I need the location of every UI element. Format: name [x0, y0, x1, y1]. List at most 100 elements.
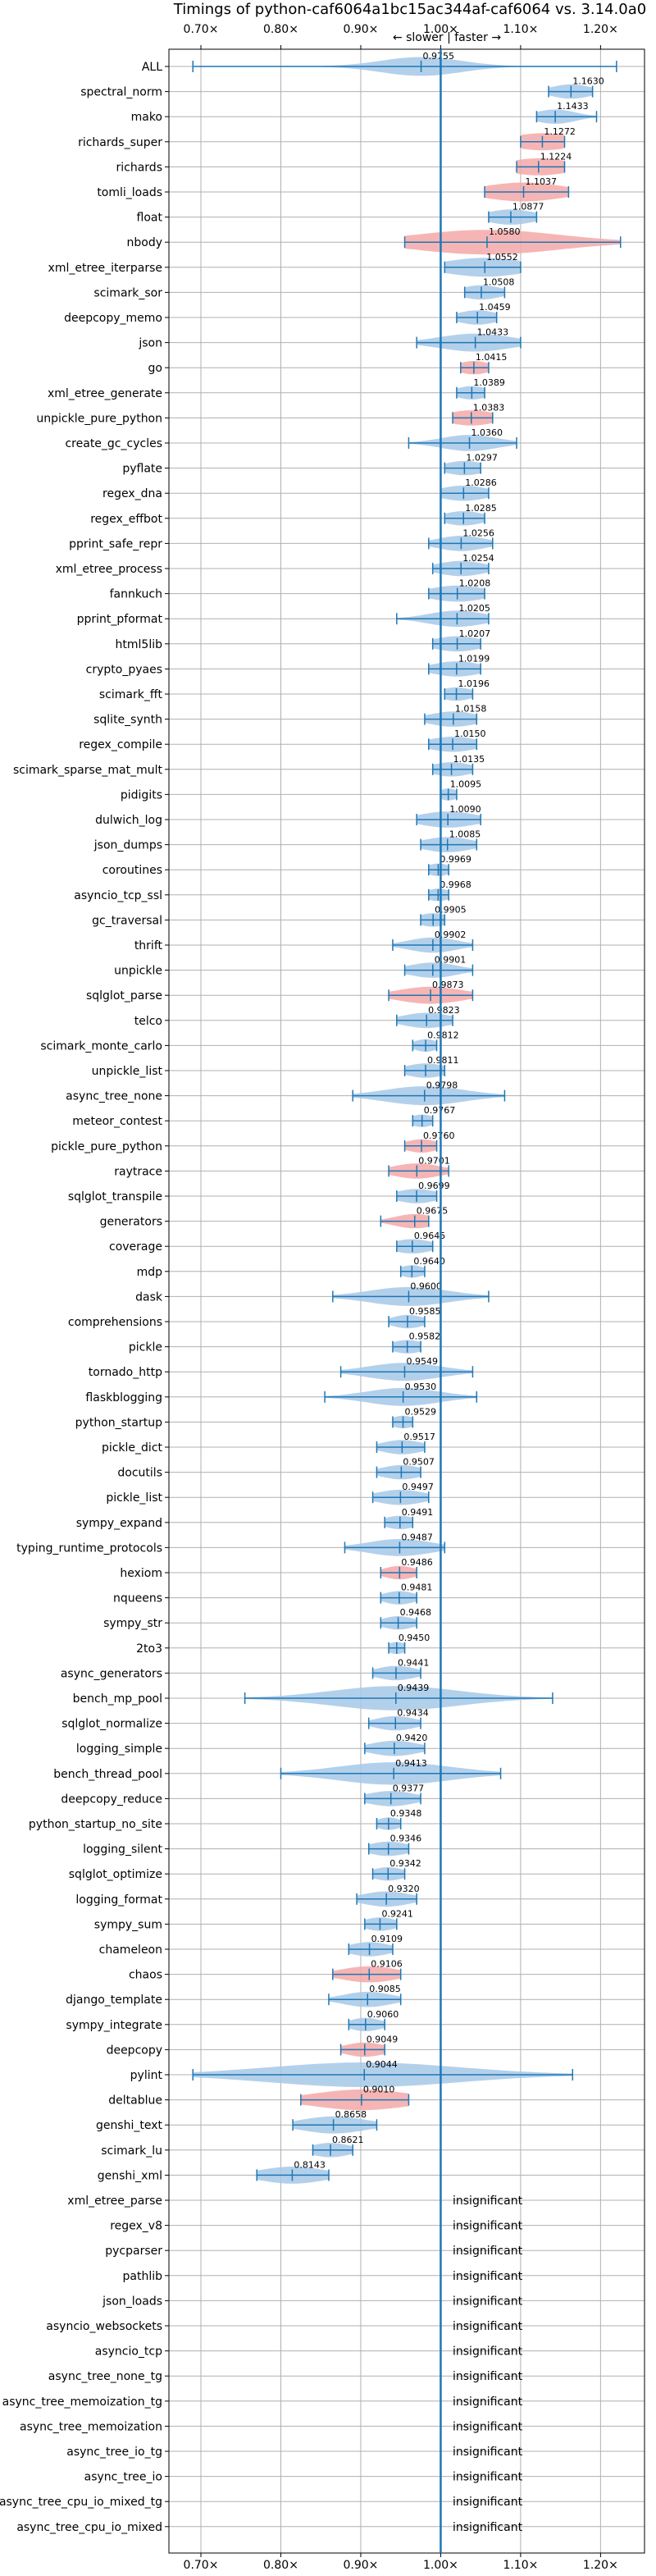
x-tick-label-bottom: 1.20× [583, 2559, 618, 2572]
category-label: bench_thread_pool [53, 1768, 162, 1781]
data-label-raytrace: 0.9701 [418, 1155, 450, 1166]
data-label-typing_runtime_protocols: 0.9487 [401, 1532, 433, 1542]
insignificant-label: insignificant [453, 2320, 523, 2333]
data-label-sympy_expand: 0.9491 [402, 1507, 434, 1518]
category-label: dask [135, 1290, 163, 1304]
data-label-logging_simple: 0.9420 [396, 1733, 428, 1743]
category-label: scimark_sor [93, 286, 162, 299]
data-label-deepcopy_reduce: 0.9377 [393, 1783, 425, 1793]
data-label-unpickle_pure_python: 1.0383 [473, 402, 505, 413]
category-label: dulwich_log [95, 814, 162, 827]
insignificant-label: insignificant [453, 2220, 523, 2233]
category-label: logging_silent [83, 1843, 162, 1857]
category-label: richards_super [78, 136, 162, 149]
data-label-telco: 0.9823 [428, 1005, 460, 1016]
data-label-json_dumps: 1.0085 [449, 829, 481, 840]
category-label: meteor_contest [72, 1115, 162, 1128]
category-label: scimark_fft [99, 688, 163, 701]
category-label: fannkuch [110, 588, 162, 601]
data-label-scimark_fft: 1.0196 [458, 678, 490, 689]
category-label: regex_v8 [110, 2220, 162, 2233]
category-label: xml_etree_parse [67, 2195, 162, 2208]
data-label-pickle_pure_python: 0.9760 [423, 1130, 455, 1141]
data-label-spectral_norm: 1.1630 [572, 76, 604, 87]
category-label: crypto_pyaes [86, 663, 162, 676]
category-label: sympy_expand [76, 1517, 162, 1530]
category-label: flaskblogging [85, 1391, 162, 1404]
category-label: asyncio_tcp_ssl [74, 889, 162, 902]
category-label: sqlite_synth [93, 714, 162, 727]
insignificant-label: insignificant [453, 2496, 523, 2509]
category-label: async_tree_io [84, 2471, 162, 2484]
data-label-xml_etree_generate: 1.0389 [473, 377, 505, 388]
data-label-flaskblogging: 0.9530 [405, 1382, 436, 1392]
category-label: deltablue [108, 2094, 162, 2108]
category-label: pylint [130, 2069, 163, 2082]
insignificant-label: insignificant [453, 2420, 523, 2433]
data-label-bench_mp_pool: 0.9439 [398, 1683, 430, 1693]
data-label-crypto_pyaes: 1.0199 [458, 653, 490, 664]
data-label-unpickle_list: 0.9811 [427, 1055, 459, 1066]
insignificant-label: insignificant [453, 2270, 523, 2283]
category-label: deepcopy_reduce [61, 1793, 162, 1806]
data-label-scimark_lu: 0.8621 [332, 2135, 364, 2145]
violin-layer [192, 57, 622, 2184]
data-label-sqlglot_normalize: 0.9434 [397, 1708, 429, 1719]
category-label: spectral_norm [80, 86, 162, 99]
category-label: 2to3 [136, 1642, 162, 1656]
category-label: chaos [129, 1969, 162, 1982]
data-label-mdp: 0.9640 [413, 1256, 445, 1267]
data-label-regex_dna: 1.0286 [465, 477, 497, 488]
category-label: coroutines [102, 864, 162, 877]
data-label-genshi_text: 0.8658 [335, 2109, 367, 2120]
category-label: richards [116, 161, 163, 174]
data-label-chameleon: 0.9109 [371, 1934, 403, 1944]
category-label: create_gc_cycles [65, 437, 162, 450]
data-label-scimark_sparse_mat_mult: 1.0135 [453, 754, 485, 765]
category-label: json_loads [102, 2295, 162, 2308]
category-label: chameleon [99, 1943, 162, 1957]
category-label: raytrace [114, 1165, 162, 1178]
data-label-html5lib: 1.0207 [459, 628, 491, 639]
category-label: html5lib [116, 638, 163, 651]
category-label: python_startup_no_site [29, 1818, 162, 1831]
data-label-richards: 1.1224 [540, 151, 572, 162]
data-label-meteor_contest: 0.9767 [424, 1105, 456, 1116]
category-label: pprint_pformat [77, 613, 163, 626]
data-label-pickle: 0.9582 [409, 1331, 441, 1342]
category-label: typing_runtime_protocols [16, 1541, 162, 1555]
category-label: genshi_text [96, 2119, 163, 2132]
category-label: logging_simple [76, 1742, 162, 1756]
data-label-deepcopy: 0.9049 [367, 2034, 399, 2044]
data-label-tornado_http: 0.9549 [406, 1356, 438, 1367]
data-label-genshi_xml: 0.8143 [294, 2159, 326, 2170]
insignificant-label: insignificant [453, 2245, 523, 2258]
data-label-pidigits: 1.0095 [450, 779, 482, 789]
category-label: sqlglot_optimize [69, 1868, 162, 1881]
x-tick-label-bottom: 1.10× [503, 2559, 538, 2572]
category-label: sympy_sum [94, 1918, 162, 1931]
category-label: pprint_safe_repr [69, 537, 162, 550]
category-label: python_startup [75, 1416, 162, 1429]
category-label: sqlglot_parse [86, 989, 162, 1003]
data-label-pickle_dict: 0.9517 [403, 1432, 435, 1442]
insignificant-label: insignificant [453, 2295, 523, 2308]
data-label-dulwich_log: 1.0090 [449, 804, 481, 815]
data-label-pickle_list: 0.9497 [402, 1482, 433, 1492]
data-label-sqlglot_parse: 0.9873 [432, 980, 464, 990]
category-label: async_tree_cpu_io_mixed_tg [0, 2496, 162, 2509]
data-label-coroutines: 0.9969 [440, 854, 472, 865]
x-tick-label-bottom: 1.00× [423, 2559, 458, 2572]
data-label-hexiom: 0.9486 [401, 1557, 432, 1568]
data-label-sqlglot_transpile: 0.9699 [418, 1181, 450, 1191]
category-label: gc_traversal [92, 914, 162, 927]
data-label-richards_super: 1.1272 [544, 126, 576, 137]
data-label-logging_silent: 0.9346 [390, 1834, 422, 1844]
category-label: coverage [109, 1240, 162, 1254]
insignificant-label: insignificant [453, 2521, 523, 2534]
category-label: regex_effbot [90, 513, 162, 526]
category-label: pickle_dict [102, 1441, 163, 1455]
category-label: deepcopy [107, 2044, 162, 2057]
category-label: xml_etree_generate [48, 387, 162, 400]
category-label: float [137, 212, 163, 225]
